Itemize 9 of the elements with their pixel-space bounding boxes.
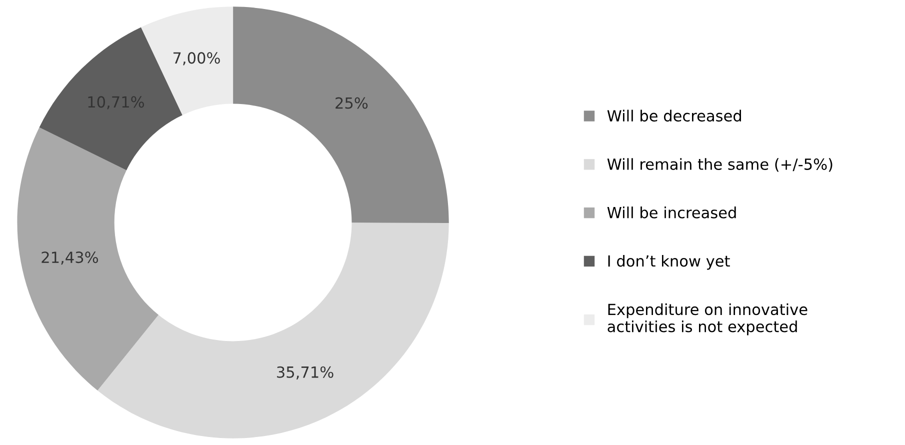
data-label: 35,71% bbox=[277, 366, 334, 380]
legend-label: Will be increased bbox=[607, 206, 736, 218]
legend-label: I don’t know yet bbox=[608, 254, 730, 270]
legend-label: Will remain the same (+/-5%) bbox=[607, 158, 832, 172]
legend-label: Will be decreased bbox=[607, 110, 741, 122]
data-label: 21,43% bbox=[42, 252, 98, 265]
legend-label: Expenditure on innovative activities is not expected bbox=[608, 303, 808, 336]
data-label: 25% bbox=[336, 97, 368, 109]
data-label: 7,00% bbox=[173, 52, 220, 66]
